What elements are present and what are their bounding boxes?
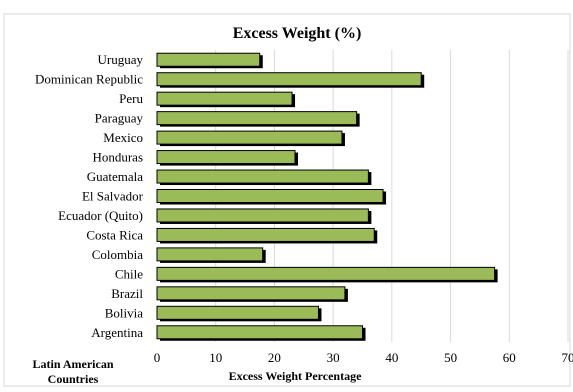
bar [157, 248, 263, 261]
x-tick-label: 0 [154, 350, 161, 365]
category-label: Bolivia [105, 305, 144, 320]
category-label: El Salvador [82, 189, 144, 204]
x-tick-label: 60 [503, 350, 516, 365]
category-label: Paraguay [95, 111, 144, 126]
category-label: Peru [119, 91, 143, 106]
bar [157, 287, 345, 300]
category-label: Brazil [111, 286, 143, 301]
category-label: Mexico [103, 130, 143, 145]
x-tick-label: 40 [385, 350, 398, 365]
x-tick-label: 20 [268, 350, 281, 365]
bar [157, 209, 368, 222]
category-label: Ecuador (Quito) [58, 208, 143, 223]
x-axis-title: Excess Weight Percentage [229, 369, 363, 383]
bar [157, 306, 318, 319]
bar [157, 228, 374, 241]
category-label: Uruguay [98, 52, 144, 67]
category-label: Guatemala [87, 169, 144, 184]
y-axis-title-line1: Latin American [33, 357, 114, 371]
x-tick-label: 50 [444, 350, 457, 365]
category-label: Colombia [92, 247, 144, 262]
category-label: Dominican Republic [35, 72, 143, 87]
category-label: Honduras [92, 150, 143, 165]
bar [157, 73, 421, 86]
bar [157, 112, 357, 125]
bar [157, 267, 495, 280]
bar [157, 151, 295, 164]
bar [157, 326, 363, 339]
x-tick-label: 70 [562, 350, 573, 365]
bar [157, 92, 292, 105]
bar [157, 170, 368, 183]
bar [157, 53, 260, 66]
x-tick-label: 10 [209, 350, 222, 365]
category-label: Costa Rica [86, 227, 143, 242]
category-label: Argentina [91, 325, 143, 340]
category-label: Chile [115, 266, 143, 281]
y-axis-title-line2: Countries [48, 372, 99, 386]
bar [157, 190, 383, 203]
x-tick-label: 30 [327, 350, 340, 365]
chart-title: Excess Weight (%) [233, 25, 362, 42]
bar [157, 131, 342, 144]
